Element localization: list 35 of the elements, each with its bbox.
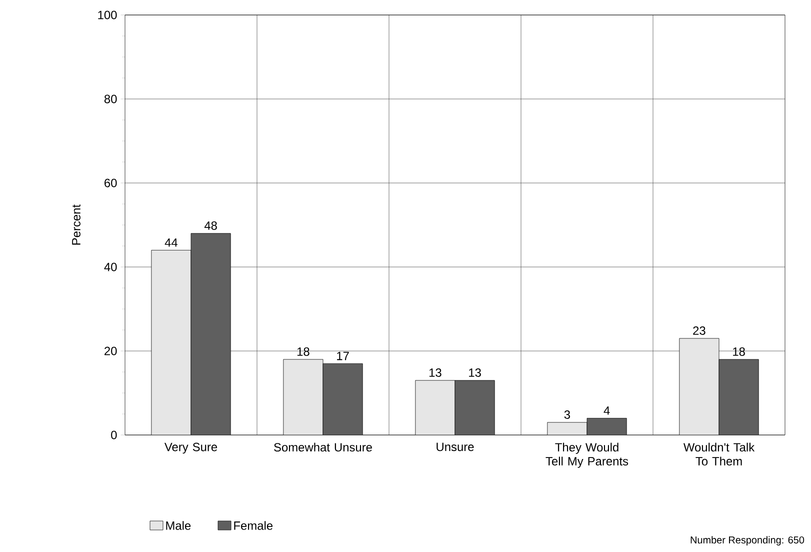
bar [415, 380, 456, 435]
y-tick-label: 20 [104, 346, 117, 356]
data-label: 23 [693, 326, 706, 335]
y-tick-label: 80 [104, 94, 117, 104]
bar [190, 233, 231, 435]
bar [547, 422, 588, 435]
data-label: 17 [337, 352, 349, 360]
bar [586, 418, 627, 435]
data-label: 18 [733, 347, 745, 356]
y-axis-title: Percent [72, 204, 80, 245]
data-label: 18 [297, 347, 310, 356]
data-label: 3 [564, 410, 570, 419]
x-tick-label: Wouldn't Talk To Them [683, 442, 755, 466]
bar [679, 338, 720, 435]
y-tick-label: 40 [104, 262, 117, 272]
bar [283, 359, 324, 435]
y-tick-label: 60 [104, 178, 117, 188]
data-label: 13 [429, 368, 442, 377]
y-tick-label: 0 [111, 430, 117, 440]
y-tick-label: 100 [98, 10, 117, 20]
bar [151, 250, 192, 435]
legend-label: Male [166, 521, 191, 530]
x-tick-label: Very Sure [164, 442, 218, 454]
x-tick-label: Somewhat Unsure [274, 442, 372, 452]
bar [718, 359, 759, 435]
data-label: 13 [469, 368, 481, 377]
legend-label: Female [234, 521, 273, 530]
x-tick-label: They Would Tell My Parents [546, 442, 628, 468]
bar [454, 380, 495, 435]
data-label: 4 [604, 406, 610, 415]
data-label: 44 [164, 238, 178, 247]
data-label: 48 [204, 221, 217, 230]
text: Number Responding: 650 [690, 536, 804, 546]
x-tick-label: Unsure [436, 442, 474, 452]
bar [322, 363, 363, 435]
